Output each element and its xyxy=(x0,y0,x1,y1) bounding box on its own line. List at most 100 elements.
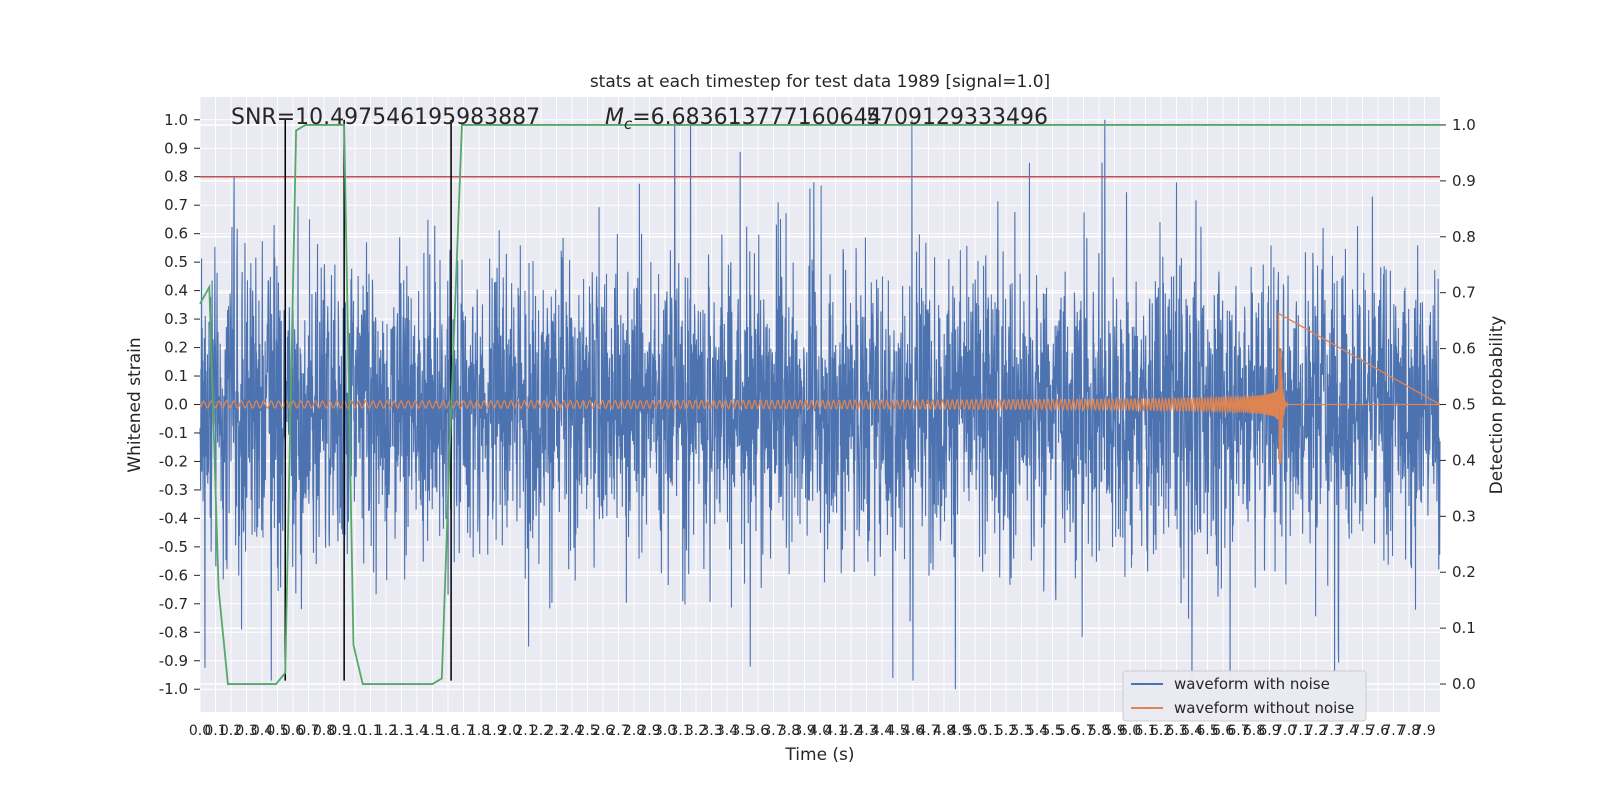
x-tick-label: 6.6 xyxy=(1212,723,1234,739)
y2-tick-label: 0.6 xyxy=(1452,340,1476,358)
chart-title: stats at each timestep for test data 198… xyxy=(590,72,1050,92)
x-tick-label: 1.2 xyxy=(375,723,397,739)
x-tick-label: 0.9 xyxy=(328,723,350,739)
y-tick-label: -0.6 xyxy=(159,566,188,584)
y-axis-label: Whitened strain xyxy=(125,337,145,472)
x-tick-label: 3.2 xyxy=(685,723,707,739)
overlap-annotation: 5709129333496 xyxy=(866,105,1048,130)
x-tick-label: 2.1 xyxy=(514,723,536,739)
x-axis-label: Time (s) xyxy=(784,745,854,765)
y-tick-label: -0.7 xyxy=(159,595,188,613)
x-tick-label: 6.7 xyxy=(1227,723,1249,739)
legend: waveform with noise waveform without noi… xyxy=(1122,670,1367,722)
x-tick-label: 2.3 xyxy=(545,723,567,739)
y2-tick-label: 0.5 xyxy=(1452,396,1476,414)
x-tick-label: 6.9 xyxy=(1258,723,1280,739)
x-tick-label: 5.2 xyxy=(995,723,1017,739)
x-tick-label: 5.1 xyxy=(979,723,1001,739)
y-tick-label: 0.9 xyxy=(164,139,188,157)
x-tick-label: 5.7 xyxy=(1072,723,1094,739)
legend-box xyxy=(1122,670,1367,722)
x-tick-label: 4.2 xyxy=(840,723,862,739)
y-tick-label: 0.4 xyxy=(164,282,188,300)
x-tick-label: 2.0 xyxy=(499,723,521,739)
x-tick-label: 1.3 xyxy=(390,723,412,739)
x-tick-label: 0.1 xyxy=(204,723,226,739)
x-tick-label: 1.4 xyxy=(406,723,428,739)
y-tick-label: -0.3 xyxy=(159,481,188,499)
y2-tick-label: 0.7 xyxy=(1452,284,1476,302)
legend-label-waveform-with-noise: waveform with noise xyxy=(1174,675,1330,693)
x-tick-label: 6.5 xyxy=(1196,723,1218,739)
y2-tick-label: 0.8 xyxy=(1452,228,1476,246)
y2-axis-ticks: 1.0 0.9 0.8 0.7 0.6 0.5 0.4 0.3 0.2 0.1 0.0 xyxy=(1440,116,1476,693)
x-tick-label: 3.3 xyxy=(700,723,722,739)
x-tick-label: 7.9 xyxy=(1413,723,1435,739)
y-tick-label: 1.0 xyxy=(164,111,188,129)
x-axis-ticks: 0.00.10.20.30.40.50.60.70.80.91.01.11.21… xyxy=(189,723,1436,739)
series-line-waveform-with-noise xyxy=(199,119,1441,690)
y-axis-ticks: 1.0 0.9 0.8 0.7 0.6 0.5 0.4 0.3 0.2 0.1 0.0 -0.1 -0.… xyxy=(159,111,200,698)
x-tick-label: 7.7 xyxy=(1382,723,1404,739)
y2-tick-label: 0.9 xyxy=(1452,172,1476,190)
x-tick-label: 2.9 xyxy=(638,723,660,739)
y-tick-label: -0.5 xyxy=(159,538,188,556)
y-tick-label: -0.1 xyxy=(159,424,188,442)
series-line-waveform-without-noise xyxy=(199,312,1443,465)
x-tick-label: 3.1 xyxy=(669,723,691,739)
y-tick-label: 0.7 xyxy=(164,196,188,214)
x-tick-label: 0.7 xyxy=(297,723,319,739)
x-tick-label: 2.5 xyxy=(576,723,598,739)
y-tick-label: 0.6 xyxy=(164,225,188,243)
y2-tick-label: 1.0 xyxy=(1452,116,1476,134)
x-tick-label: 1.9 xyxy=(483,723,505,739)
y-tick-label: -0.8 xyxy=(159,623,188,641)
x-tick-label: 5.6 xyxy=(1057,723,1079,739)
x-tick-label: 7.3 xyxy=(1320,723,1342,739)
y2-tick-label: 0.1 xyxy=(1452,619,1476,637)
y-tick-label: 0.5 xyxy=(164,253,188,271)
y2-tick-label: 0.4 xyxy=(1452,451,1476,469)
y2-axis-label: Detection probability xyxy=(1487,316,1507,495)
x-tick-label: 4.4 xyxy=(871,723,893,739)
x-tick-label: 5.4 xyxy=(1026,723,1048,739)
x-tick-label: 2.6 xyxy=(592,723,614,739)
y-tick-label: 0.0 xyxy=(164,396,188,414)
x-tick-label: 3.4 xyxy=(716,723,738,739)
x-tick-label: 6.1 xyxy=(1134,723,1156,739)
x-tick-label: 1.7 xyxy=(452,723,474,739)
chirp-mass-annotation: Mc=6.683613777160644 xyxy=(605,105,882,133)
x-tick-label: 3.5 xyxy=(731,723,753,739)
x-tick-label: 5.9 xyxy=(1103,723,1125,739)
x-tick-label: 4.3 xyxy=(855,723,877,739)
x-tick-label: 4.5 xyxy=(886,723,908,739)
y2-tick-label: 0.2 xyxy=(1452,563,1476,581)
y-tick-label: -0.4 xyxy=(159,509,188,527)
x-tick-label: 2.2 xyxy=(530,723,552,739)
y-tick-label: 0.1 xyxy=(164,367,188,385)
x-tick-label: 6.4 xyxy=(1181,723,1203,739)
x-tick-label: 0.2 xyxy=(220,723,242,739)
x-tick-label: 7.1 xyxy=(1289,723,1311,739)
y2-tick-label: 0.3 xyxy=(1452,507,1476,525)
x-tick-label: 1.0 xyxy=(344,723,366,739)
x-tick-label: 3.8 xyxy=(778,723,800,739)
x-tick-label: 1.5 xyxy=(421,723,443,739)
x-tick-label: 7.5 xyxy=(1351,723,1373,739)
y-tick-label: -1.0 xyxy=(159,680,188,698)
y-tick-label: 0.8 xyxy=(164,168,188,186)
x-tick-label: 1.8 xyxy=(468,723,490,739)
x-tick-label: 4.0 xyxy=(809,723,831,739)
series-line-detection-probability xyxy=(199,124,1440,685)
x-tick-label: 5.3 xyxy=(1010,723,1032,739)
x-tick-label: 7.4 xyxy=(1336,723,1358,739)
x-tick-label: 0.0 xyxy=(189,723,211,739)
x-tick-label: 4.1 xyxy=(824,723,846,739)
snr-annotation: SNR=10.497546195983887 xyxy=(231,105,540,130)
x-tick-label: 0.4 xyxy=(251,723,273,739)
x-tick-label: 6.3 xyxy=(1165,723,1187,739)
y-tick-label: 0.2 xyxy=(164,339,188,357)
x-tick-label: 5.8 xyxy=(1088,723,1110,739)
x-tick-label: 3.9 xyxy=(793,723,815,739)
